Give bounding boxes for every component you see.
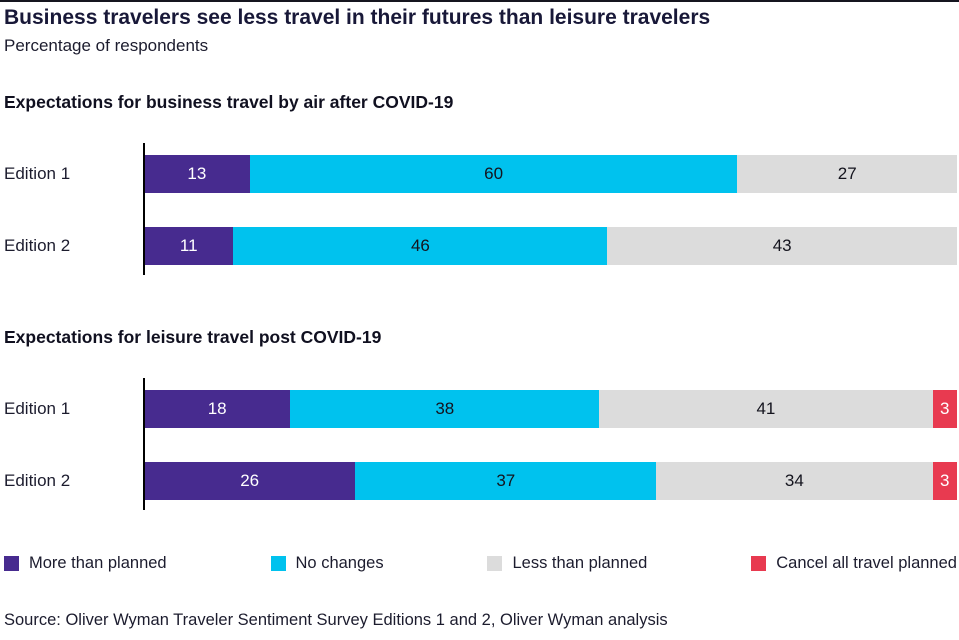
stacked-bar: 13 60 27 (144, 155, 957, 194)
bar-row: Edition 1 13 60 27 (4, 155, 957, 194)
business-travel-chart: Edition 1 13 60 27 Edition 2 11 46 43 (4, 143, 957, 276)
chart-legend: More than planned No changes Less than pla… (4, 554, 957, 573)
y-axis-line (143, 378, 145, 511)
bar-segment: 37 (355, 462, 657, 501)
bar-row: Edition 2 26 37 34 3 (4, 462, 957, 501)
legend-label: More than planned (29, 554, 167, 573)
leisure-section-heading: Expectations for leisure travel post COV… (4, 327, 382, 348)
bar-row: Edition 1 18 38 41 3 (4, 390, 957, 429)
bar-segment: 41 (599, 390, 933, 429)
bar-segment: 3 (932, 462, 957, 501)
leisure-travel-chart: Edition 1 18 38 41 3 Edition 2 26 37 34 3 (4, 378, 957, 511)
category-label: Edition 1 (4, 164, 71, 184)
bar-segment: 27 (737, 155, 957, 194)
category-label: Edition 2 (4, 236, 71, 256)
legend-item: More than planned (4, 554, 167, 573)
chart-title: Business travelers see less travel in th… (4, 6, 711, 29)
stacked-bar: 11 46 43 (144, 227, 957, 266)
bar-segment: 3 (932, 390, 957, 429)
bar-segment: 34 (656, 462, 933, 501)
chart-subtitle: Percentage of respondents (4, 36, 209, 56)
legend-label: Cancel all travel planned (776, 554, 957, 573)
bar-segment: 38 (290, 390, 600, 429)
y-axis-line (143, 143, 145, 276)
source-note: Source: Oliver Wyman Traveler Sentiment … (4, 611, 668, 630)
stacked-bar: 18 38 41 3 (144, 390, 957, 429)
bar-segment: 26 (144, 462, 356, 501)
business-section-heading: Expectations for business travel by air … (4, 92, 454, 113)
leisure-travel-section: Expectations for leisure travel post COV… (4, 327, 957, 511)
bar-segment: 13 (144, 155, 250, 194)
legend-item: Cancel all travel planned (751, 554, 957, 573)
legend-label: No changes (295, 554, 384, 573)
bar-segment: 43 (607, 227, 957, 266)
category-label: Edition 2 (4, 471, 71, 491)
business-travel-section: Expectations for business travel by air … (4, 92, 957, 276)
stacked-bar: 26 37 34 3 (144, 462, 957, 501)
legend-swatch-icon (751, 556, 767, 572)
legend-item: No changes (270, 554, 384, 573)
category-label: Edition 1 (4, 399, 71, 419)
bar-segment: 46 (233, 227, 608, 266)
legend-label: Less than planned (512, 554, 648, 573)
bar-segment: 60 (249, 155, 738, 194)
legend-swatch-icon (270, 556, 286, 572)
legend-swatch-icon (487, 556, 503, 572)
bar-segment: 11 (144, 227, 234, 266)
legend-item: Less than planned (487, 554, 647, 573)
bar-segment: 18 (144, 390, 291, 429)
bar-row: Edition 2 11 46 43 (4, 227, 957, 266)
legend-swatch-icon (4, 556, 19, 572)
